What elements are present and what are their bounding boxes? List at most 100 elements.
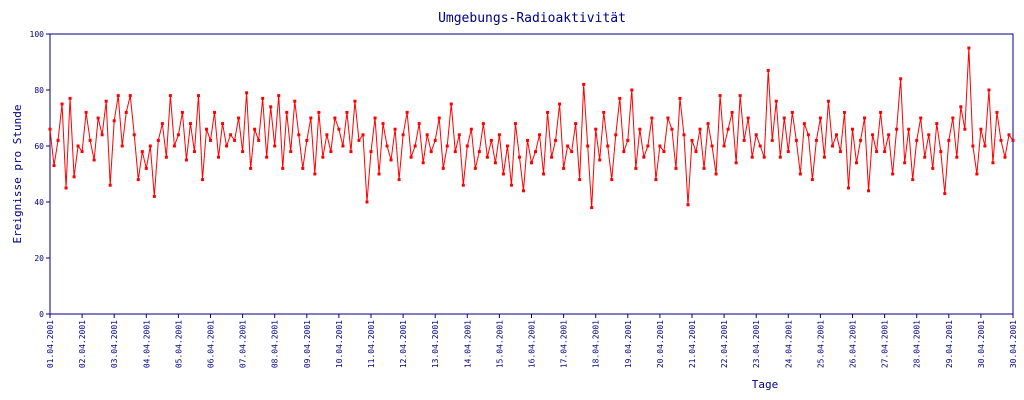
chart-title: Umgebungs-Radioaktivität	[438, 11, 626, 26]
data-point	[806, 133, 810, 137]
data-point	[48, 127, 52, 131]
data-point	[369, 150, 373, 154]
data-point	[686, 203, 690, 207]
x-tick-label: 11.04.2001	[367, 320, 376, 368]
data-point	[967, 46, 971, 50]
data-point	[361, 133, 365, 137]
data-point	[842, 110, 846, 114]
data-point	[546, 110, 550, 114]
data-point	[662, 150, 666, 154]
data-point	[710, 144, 714, 148]
data-point	[578, 178, 582, 182]
x-tick-label: 10.04.2001	[335, 320, 344, 368]
data-point	[96, 116, 100, 120]
x-tick-label: 09.04.2001	[303, 320, 312, 368]
data-point	[646, 144, 650, 148]
x-tick-label: 21.04.2001	[688, 320, 697, 368]
x-tick-label: 23.04.2001	[752, 320, 761, 368]
data-point	[778, 155, 782, 159]
data-point	[257, 138, 261, 142]
data-point	[678, 96, 682, 100]
data-point	[718, 94, 722, 98]
data-point	[60, 102, 64, 106]
x-tick-label: 13.04.2001	[431, 320, 440, 368]
data-point	[441, 166, 445, 170]
data-point	[802, 122, 806, 126]
data-point	[614, 133, 618, 137]
data-point	[112, 119, 116, 123]
data-point	[485, 155, 489, 159]
data-point	[706, 122, 710, 126]
data-point	[846, 186, 850, 190]
data-point	[758, 144, 762, 148]
data-point	[357, 138, 361, 142]
data-point	[144, 166, 148, 170]
data-point	[209, 138, 212, 142]
data-point	[558, 102, 562, 106]
data-line	[49, 47, 1014, 208]
data-point	[726, 127, 730, 131]
data-point	[658, 144, 662, 148]
data-point	[309, 116, 313, 120]
x-tick-label: 30.04.2001	[1009, 320, 1018, 368]
data-point	[377, 172, 381, 176]
data-point	[192, 150, 196, 154]
data-point	[714, 172, 718, 176]
data-point	[381, 122, 385, 126]
x-tick-label: 18.04.2001	[592, 320, 601, 368]
data-point	[241, 150, 245, 154]
data-point	[602, 110, 606, 114]
data-point	[951, 116, 955, 120]
data-point	[859, 138, 863, 142]
data-point	[766, 68, 770, 72]
x-tick-label: 28.04.2001	[913, 320, 922, 368]
x-tick-label: 17.04.2001	[560, 320, 569, 368]
y-axis-label: Ereignisse pro Stunde	[11, 104, 24, 243]
data-point	[979, 127, 983, 131]
data-point	[915, 138, 919, 142]
x-tick-label: 30.04.2001	[977, 320, 986, 368]
data-point	[554, 138, 558, 142]
data-point	[782, 116, 786, 120]
data-point	[168, 94, 172, 98]
data-point	[329, 150, 333, 154]
y-tick-label: 20	[34, 254, 44, 263]
x-tick-label: 19.04.2001	[624, 320, 633, 368]
data-point	[265, 155, 269, 159]
data-point	[136, 178, 140, 182]
x-tick-label: 06.04.2001	[207, 320, 216, 368]
data-point	[449, 102, 453, 106]
data-point	[253, 127, 257, 131]
data-point	[818, 116, 822, 120]
data-point	[774, 99, 778, 103]
data-point	[289, 150, 293, 154]
y-tick-label: 40	[34, 198, 44, 207]
data-point	[321, 155, 325, 159]
data-point	[975, 172, 979, 176]
data-point	[907, 127, 911, 131]
data-point	[674, 166, 678, 170]
data-point	[108, 183, 112, 187]
data-point	[794, 138, 798, 142]
data-point	[538, 133, 542, 137]
data-point	[542, 172, 546, 176]
data-point	[931, 166, 935, 170]
data-point	[814, 138, 818, 142]
data-point	[345, 110, 349, 114]
data-point	[654, 178, 658, 182]
data-point	[425, 133, 429, 137]
data-point	[413, 144, 417, 148]
data-point	[501, 172, 505, 176]
data-point	[750, 155, 754, 159]
data-point	[943, 192, 947, 196]
data-point	[160, 122, 164, 126]
data-point	[622, 150, 626, 154]
data-point	[826, 99, 830, 103]
data-point	[188, 122, 192, 126]
data-point	[730, 110, 734, 114]
data-point	[52, 164, 56, 168]
data-point	[389, 158, 393, 162]
data-point	[505, 144, 509, 148]
data-point	[164, 155, 168, 159]
data-point	[489, 138, 493, 142]
